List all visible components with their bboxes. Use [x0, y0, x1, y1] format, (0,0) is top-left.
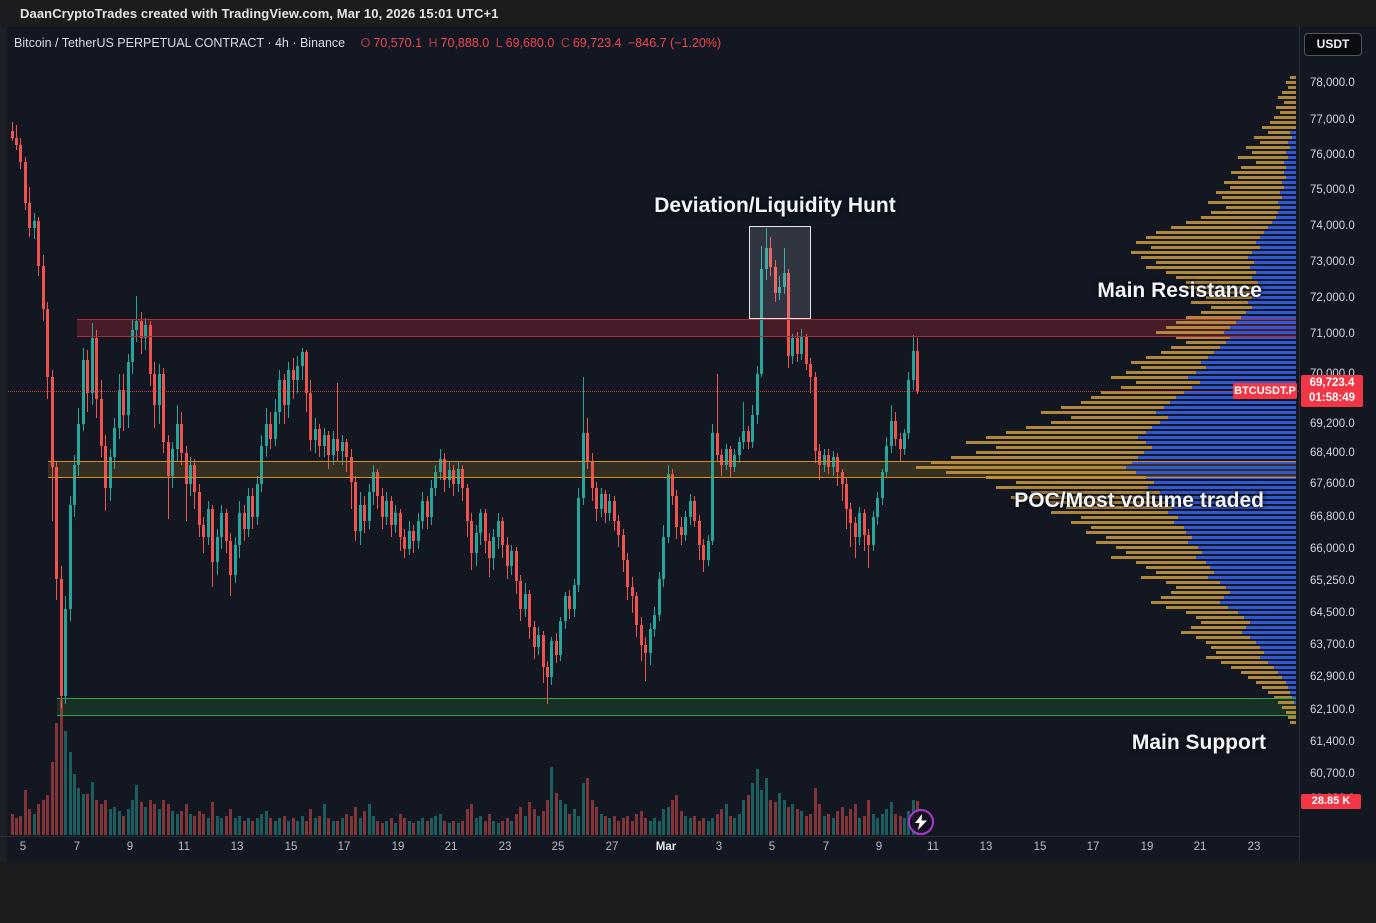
low-letter: L [495, 36, 503, 50]
currency-usdt-button[interactable]: USDT [1304, 33, 1362, 56]
lightning-icon [914, 814, 927, 830]
chart-surface[interactable] [0, 27, 1376, 862]
top-strip: DaanCryptoTrades created with TradingVie… [0, 0, 1376, 27]
change-value: −846.7 (−1.20%) [628, 36, 722, 50]
high-letter: H [428, 36, 438, 50]
open-value: 70,570.1 [373, 36, 423, 50]
time-axis-divider [0, 836, 1299, 837]
annotation-main-resistance: Main Resistance [1097, 279, 1262, 302]
close-letter: C [560, 36, 570, 50]
annotation-deviation-liquidity-hunt: Deviation/Liquidity Hunt [654, 194, 896, 217]
bar-countdown: 01:58:49 [1308, 392, 1356, 405]
open-letter: O [360, 36, 371, 50]
symbol-title[interactable]: Bitcoin / TetherUS PERPETUAL CONTRACT · … [14, 36, 346, 50]
annotation-poc-most-volume: POC/Most volume traded [1014, 489, 1264, 512]
last-price-value: 69,723.4 [1309, 377, 1355, 390]
high-value: 70,888.0 [440, 36, 490, 50]
watermark-text: DaanCryptoTrades created with TradingVie… [20, 6, 499, 21]
deviation-box-drawing [749, 226, 811, 319]
symbol-legend: Bitcoin / TetherUS PERPETUAL CONTRACT · … [14, 36, 724, 50]
symbol-price-flag: BTCUSDT.P [1233, 383, 1297, 400]
price-axis-divider [1299, 27, 1300, 862]
lightning-trade-button[interactable] [907, 809, 934, 835]
last-price-countdown-badge: 69,723.4 01:58:49 [1301, 375, 1363, 408]
footer-bar: TradingView [0, 862, 1376, 923]
close-value: 69,723.4 [572, 36, 622, 50]
low-value: 69,680.0 [505, 36, 555, 50]
volume-value-badge: 28.85 K [1301, 793, 1361, 809]
annotation-main-support: Main Support [1131, 731, 1266, 754]
left-edge-band [0, 27, 7, 862]
